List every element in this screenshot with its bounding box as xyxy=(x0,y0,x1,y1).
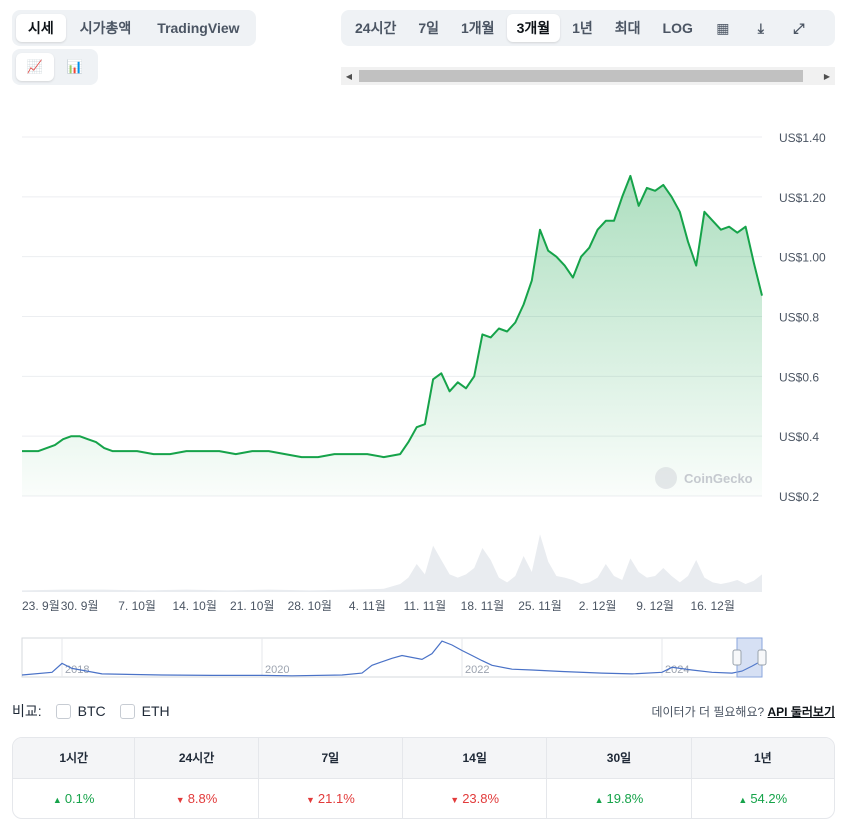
scroll-right-icon[interactable]: ▶ xyxy=(823,71,831,81)
performance-change: ▼ 8.8% xyxy=(134,777,259,818)
candlestick-icon[interactable]: 📊 xyxy=(66,59,84,74)
performance-change: ▼ 23.8% xyxy=(402,777,548,818)
performance-change-value: 0.1% xyxy=(64,791,95,807)
range-tab-5[interactable]: 최대 xyxy=(614,20,641,36)
performance-period: 1년 xyxy=(691,738,834,778)
navigator-line xyxy=(21,640,763,677)
expand-icon[interactable]: ⤢ xyxy=(793,19,805,36)
y-tick-label: US$1.20 xyxy=(779,191,826,205)
navigator-handle-right[interactable] xyxy=(757,649,767,666)
y-tick-label: US$0.8 xyxy=(779,311,819,325)
x-tick-label: 18. 11월 xyxy=(461,599,505,613)
y-tick-label: US$0.4 xyxy=(779,430,819,444)
api-link[interactable]: API 둘러보기 xyxy=(767,705,836,719)
performance-change-value: 8.8% xyxy=(187,791,218,807)
caret-up-icon: ▲ xyxy=(738,795,748,806)
compare-eth-checkbox[interactable] xyxy=(119,703,135,719)
y-tick-label: US$0.6 xyxy=(779,370,819,384)
scroll-thumb[interactable] xyxy=(359,70,803,82)
price-area xyxy=(22,175,762,496)
caret-down-icon: ▼ xyxy=(450,795,460,806)
performance-period: 24시간 xyxy=(134,738,259,778)
performance-value-row: ▲ 0.1% ▼ 8.8% ▼ 21.1% ▼ 23.8% ▲ 19.8% ▲ 54.2% xyxy=(13,777,834,818)
performance-change: ▲ 0.1% xyxy=(13,777,136,818)
download-icon[interactable]: ⤓ xyxy=(757,19,764,36)
navigator-year-label: 2024 xyxy=(665,664,689,676)
navigator-year-label: 2018 xyxy=(65,664,89,676)
coingecko-watermark: CoinGecko xyxy=(655,467,753,489)
x-tick-label: 28. 10월 xyxy=(288,599,332,613)
performance-change: ▼ 21.1% xyxy=(258,777,404,818)
range-tab-3[interactable]: 3개월 xyxy=(506,14,561,42)
compare-row: 비교: BTC ETH xyxy=(12,701,170,721)
line-chart-icon[interactable]: 📈 xyxy=(16,53,54,81)
caret-down-icon: ▼ xyxy=(175,795,185,806)
price-chart[interactable]: US$1.40 US$1.20 US$1.00 US$0.8 US$0.6 US$0.4 U… xyxy=(0,100,855,620)
x-tick-label: 16. 12월 xyxy=(690,599,734,613)
performance-change-value: 21.1% xyxy=(317,791,355,807)
watermark-text: CoinGecko xyxy=(684,471,753,486)
performance-period: 7일 xyxy=(258,738,404,778)
x-tick-label: 30. 9월 xyxy=(61,599,99,613)
scroll-left-icon[interactable]: ◀ xyxy=(345,71,353,81)
calendar-icon[interactable]: ▦ xyxy=(716,19,730,36)
compare-btc-label: BTC xyxy=(77,703,106,719)
view-tabs: 시세 시가총액 TradingView xyxy=(12,10,256,46)
compare-btc-checkbox[interactable] xyxy=(55,703,71,719)
tab-1[interactable]: 시가총액 xyxy=(79,20,132,36)
range-tab-1[interactable]: 7일 xyxy=(418,20,440,36)
caret-up-icon: ▲ xyxy=(52,795,62,806)
performance-change: ▲ 54.2% xyxy=(691,777,834,818)
range-tabs: 24시간 7일 1개월 3개월 1년 최대 LOG ▦ ⤓ ⤢ xyxy=(341,10,835,46)
compare-eth-label: ETH xyxy=(141,703,170,719)
x-tick-label: 21. 10월 xyxy=(230,599,274,613)
range-tab-6[interactable]: LOG xyxy=(662,20,693,36)
x-tick-label: 2. 12월 xyxy=(579,599,617,613)
range-tab-2[interactable]: 1개월 xyxy=(461,20,495,36)
x-tick-label: 9. 12월 xyxy=(636,599,674,613)
caret-down-icon: ▼ xyxy=(305,795,315,806)
x-tick-label: 11. 11월 xyxy=(404,599,447,613)
y-tick-label: US$0.2 xyxy=(779,490,819,504)
chart-type-tabs: 📈 📊 xyxy=(12,49,98,85)
navigator-year-label: 2022 xyxy=(465,664,489,676)
navigator-handle-left[interactable] xyxy=(732,649,742,666)
performance-period: 14일 xyxy=(402,738,548,778)
x-tick-label: 25. 11월 xyxy=(518,599,562,613)
performance-period: 1시간 xyxy=(13,738,136,778)
y-tick-label: US$1.40 xyxy=(779,131,826,145)
coingecko-logo-icon xyxy=(655,467,677,489)
performance-change: ▲ 19.8% xyxy=(546,777,692,818)
caret-up-icon: ▲ xyxy=(594,795,604,806)
navigator-year-label: 2020 xyxy=(265,664,289,676)
performance-header-row: 1시간 24시간 7일 14일 30일 1년 xyxy=(13,738,834,778)
price-line xyxy=(22,174,763,459)
performance-change-value: 54.2% xyxy=(750,791,788,807)
navigator-chart[interactable]: 2018 2020 2022 2024 xyxy=(0,630,855,682)
volume-area xyxy=(22,534,762,592)
navigator-frame xyxy=(21,637,763,678)
x-tick-label: 7. 10월 xyxy=(118,599,156,613)
tab-2[interactable]: TradingView xyxy=(157,20,240,36)
y-tick-label: US$1.00 xyxy=(779,251,826,265)
performance-change-value: 23.8% xyxy=(462,791,500,807)
x-tick-label: 4. 11월 xyxy=(349,599,386,613)
range-tab-4[interactable]: 1년 xyxy=(572,20,593,36)
tab-0[interactable]: 시세 xyxy=(16,14,66,42)
compare-label: 비교: xyxy=(12,703,42,719)
performance-change-value: 19.8% xyxy=(606,791,644,807)
performance-period: 30일 xyxy=(546,738,692,778)
x-tick-label: 23. 9월 xyxy=(22,599,60,613)
range-scrollbar[interactable]: ◀ ▶ xyxy=(341,67,835,85)
api-note-text: 데이터가 더 필요해요? xyxy=(651,705,765,719)
performance-table: 1시간 24시간 7일 14일 30일 1년 ▲ 0.1% ▼ 8.8% ▼ 21.1% ▼ 23.8%… xyxy=(12,737,835,819)
api-note: 데이터가 더 필요해요? API 둘러보기 xyxy=(651,703,835,720)
x-tick-label: 14. 10월 xyxy=(172,599,216,613)
range-tab-0[interactable]: 24시간 xyxy=(355,20,397,36)
